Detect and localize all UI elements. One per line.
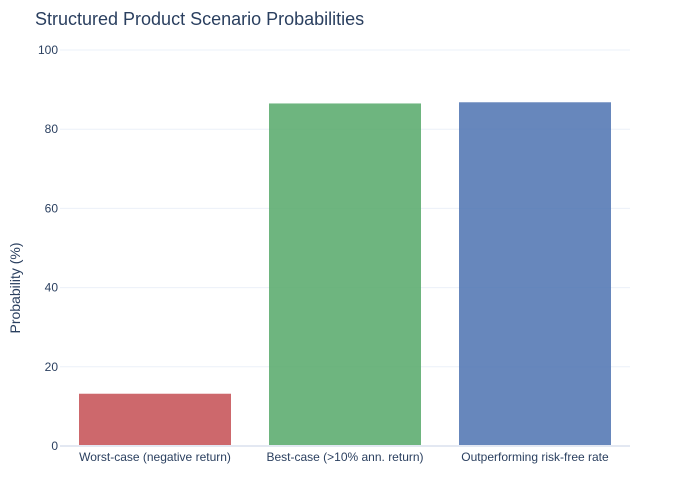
bar[interactable]	[459, 102, 611, 446]
bar[interactable]	[79, 393, 231, 446]
y-axis-label: Probability (%)	[7, 242, 23, 333]
x-axis-ticks: Worst-case (negative return) Best-case (>…	[79, 450, 609, 464]
bars	[60, 102, 630, 447]
y-tick-label: 80	[45, 122, 59, 136]
x-tick-label: Best-case (>10% ann. return)	[266, 450, 423, 464]
y-tick-label: 100	[38, 43, 58, 57]
chart-title: Structured Product Scenario Probabilitie…	[35, 9, 364, 29]
x-tick-label: Worst-case (negative return)	[79, 450, 231, 464]
y-axis-ticks: 0 20 40 60 80 100	[38, 43, 58, 453]
y-tick-label: 60	[45, 201, 59, 215]
y-tick-label: 40	[45, 281, 59, 295]
bar[interactable]	[269, 103, 421, 447]
x-tick-label: Outperforming risk-free rate	[461, 450, 609, 464]
y-tick-label: 20	[45, 360, 59, 374]
y-tick-label: 0	[51, 439, 58, 453]
